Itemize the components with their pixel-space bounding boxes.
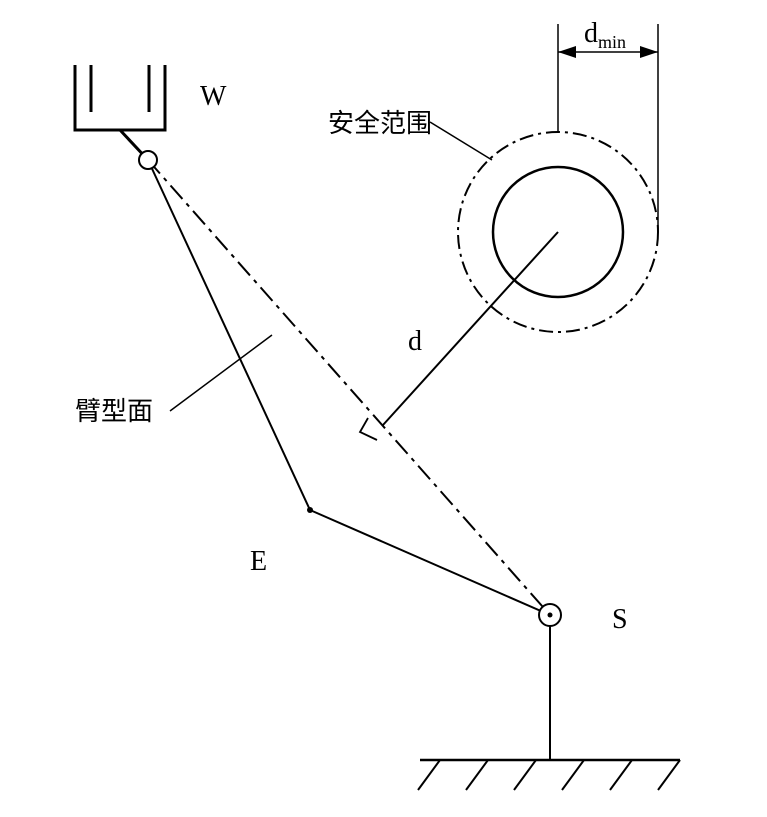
ground-hatch-0 xyxy=(418,760,440,790)
label-e: E xyxy=(250,546,267,577)
ground-hatch-5 xyxy=(658,760,680,790)
label-dmin: dmin xyxy=(584,18,626,52)
link-we xyxy=(148,160,310,510)
joint-s-center xyxy=(548,613,553,618)
label-arm-plane: 臂型面 xyxy=(75,397,153,426)
link-es xyxy=(310,510,550,615)
label-d: d xyxy=(408,326,422,357)
ground-hatch-4 xyxy=(610,760,632,790)
dmin-arrow-right xyxy=(640,46,658,58)
ground-hatch-1 xyxy=(466,760,488,790)
ground-hatch-3 xyxy=(562,760,584,790)
leader-safe-range xyxy=(430,122,492,160)
joint-w xyxy=(139,151,157,169)
label-safe-range: 安全范围 xyxy=(328,109,432,138)
ground-hatch-2 xyxy=(514,760,536,790)
label-w: W xyxy=(200,81,227,112)
joint-e-dot xyxy=(307,507,313,513)
line-ws-dashdot xyxy=(148,160,550,615)
leader-arm-plane xyxy=(170,335,272,411)
gripper-outline xyxy=(75,65,165,130)
perpendicular-marker xyxy=(360,418,377,440)
dmin-arrow-left xyxy=(558,46,576,58)
label-s: S xyxy=(612,604,628,635)
